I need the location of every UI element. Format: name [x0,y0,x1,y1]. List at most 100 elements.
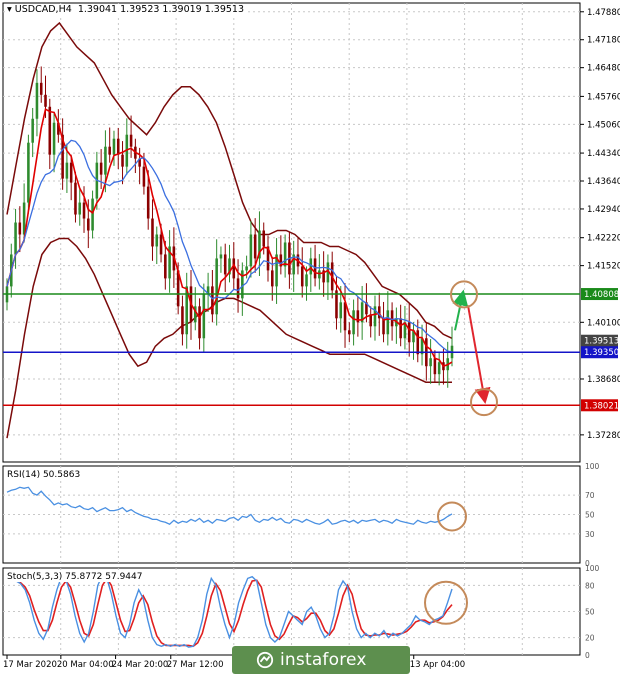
y-tick-label: 1.43640 [587,177,620,187]
candle-body [386,310,390,335]
y-tick-label: 1.37280 [587,431,620,441]
stoch-tick-label: 100 [585,564,600,573]
rsi-line [6,486,453,525]
candle-body [348,330,351,335]
rsi-highlight-circle-icon [437,501,467,532]
candle-body [31,118,34,143]
candle-body [14,222,17,255]
candle-body [112,138,116,155]
stoch-tick-label: 0 [585,651,590,660]
candle-body [326,262,330,283]
candle-body [283,242,287,267]
candle-body [65,162,69,179]
x-tick-label: 13 Apr 04:00 [410,660,465,670]
candle-body [356,310,360,323]
candle-body [159,234,163,255]
candle-body [309,258,313,275]
y-tick-label: 1.45060 [587,120,620,130]
candle-body [99,162,103,175]
candle-body [399,318,402,339]
candle-body [87,218,90,231]
candle-body [215,258,218,315]
candle-body [91,198,94,231]
candle-body [429,358,432,367]
y-tick-label: 1.46480 [587,64,620,74]
target-circle-icon [470,388,498,417]
candle-body [403,322,407,339]
candle-body [121,154,124,167]
stoch-tick-label: 50 [585,608,595,617]
candle-body [292,254,295,275]
candle-body [61,134,64,179]
candle-body [382,318,385,335]
candle-body [35,82,39,119]
candle-body [223,254,227,275]
candle-body [116,138,120,155]
candle-body [318,270,321,279]
current-price-badge [581,334,618,347]
candle-body [373,306,377,327]
lower-band-line [6,237,452,439]
candle-body [258,230,261,259]
stoch-highlight-circle-icon [424,580,468,625]
stoch-label: Stoch(5,3,3) 75.8772 57.9447 [5,572,145,582]
candle-body [52,122,56,155]
candle-body [305,274,308,287]
candle-body [245,266,248,271]
candle-body [146,186,150,219]
candle-body [266,246,270,271]
candle-body [407,322,411,343]
candle-body [412,330,415,343]
candle-body [322,270,325,283]
x-tick-label: 24 Mar 20:00 [112,660,169,670]
stoch-tick-label: 20 [585,634,595,643]
upper-band-line [6,21,453,339]
candle-body [202,294,206,339]
candle-body [433,358,437,375]
candle-body [206,286,210,295]
candle-body [198,306,201,339]
watermark-text: instaforex [280,650,367,670]
watermark-logo: instaforex [232,646,410,674]
candle-body [377,306,381,319]
candle-body [82,202,86,219]
symbol-timeframe: USDCAD,H4 [14,4,72,15]
candle-body [369,314,372,327]
collapse-triangle-icon[interactable]: ▾ [7,4,15,15]
candle-body [22,202,26,235]
candle-body [138,158,141,167]
instaforex-logo-icon [256,651,274,669]
y-tick-label: 1.42220 [587,234,620,244]
candle-body [104,146,107,175]
candle-body [168,246,171,279]
ohlc-values: 1.39041 1.39523 1.39019 1.39513 [77,4,245,15]
x-tick-label: 20 Mar 04:00 [57,660,114,670]
y-tick-label: 1.38680 [587,375,620,385]
candle-body [236,278,240,299]
x-tick-label: 17 Mar 2020 [3,660,57,670]
y-tick-label: 1.47180 [587,36,620,46]
y-tick-label: 1.45760 [587,92,620,102]
candle-body [108,146,111,155]
candle-body [176,270,180,307]
candle-body [360,302,364,323]
support-price-badge [581,346,618,359]
y-tick-label: 1.44340 [587,149,620,159]
current-price-text: 1.39513 [584,337,619,347]
candle-body [343,302,347,331]
candle-body [279,254,283,267]
chart-header: ▾ USDCAD,H4 1.39041 1.39523 1.39019 1.39… [5,4,247,15]
rsi-tick-label: 0 [585,559,590,568]
candle-body [74,182,77,215]
candle-body [241,270,244,299]
candle-body [352,310,355,335]
target-price-text: 1.38021 [584,401,619,411]
candle-body [420,338,424,355]
y-tick-label: 1.41520 [587,262,620,272]
stoch-main-line [6,573,453,648]
candle-body [339,302,343,319]
candle-body [185,286,188,335]
candle-body [181,306,184,335]
y-tick-label: 1.40100 [587,318,620,328]
